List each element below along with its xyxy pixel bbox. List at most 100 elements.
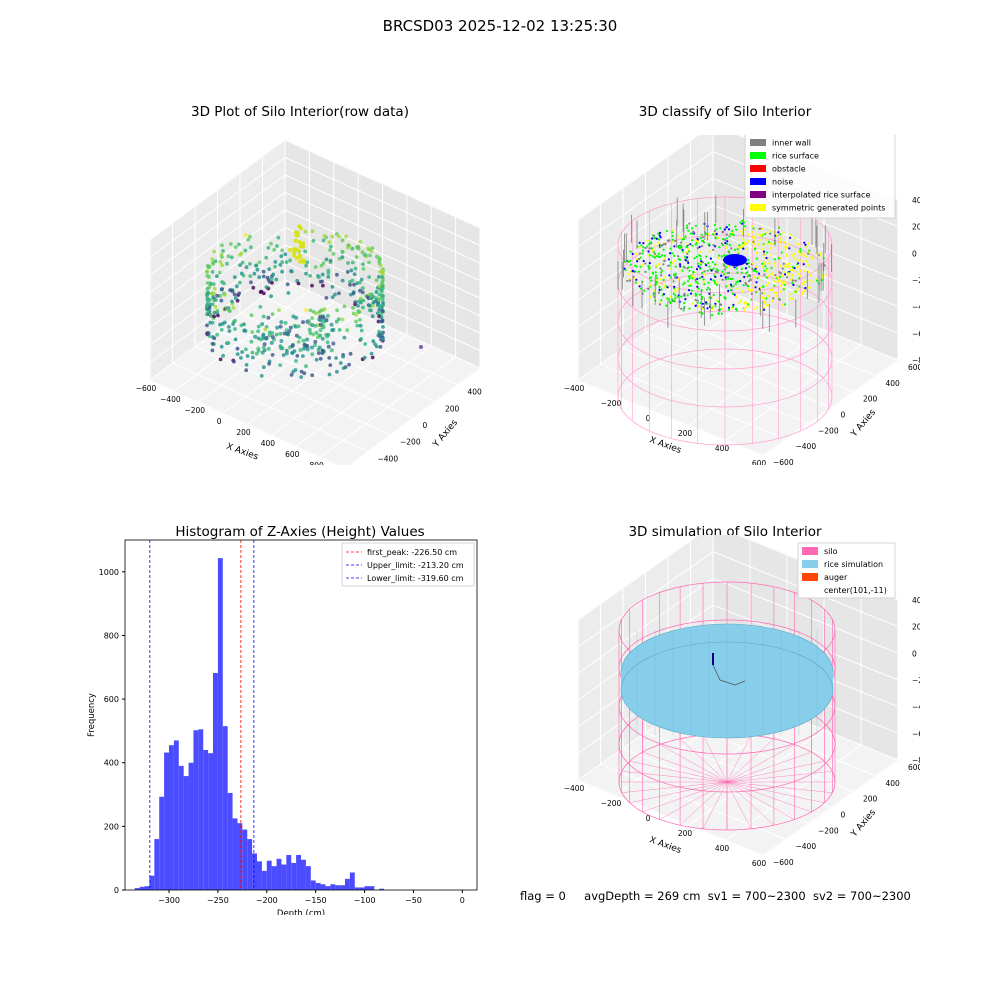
data-point xyxy=(221,249,225,253)
data-point xyxy=(327,372,332,377)
classified-point xyxy=(716,281,719,284)
classified-point xyxy=(734,225,737,228)
x-tick-label: −100 xyxy=(354,896,376,905)
data-point xyxy=(346,261,350,265)
classified-point xyxy=(747,258,750,261)
data-point xyxy=(360,250,365,255)
data-point xyxy=(233,327,237,331)
data-point xyxy=(214,298,218,302)
y-tick-label: −600 xyxy=(773,858,794,867)
panel2-title: 3D classify of Silo Interior xyxy=(638,104,812,120)
data-point xyxy=(353,266,358,271)
y-tick-label: 600 xyxy=(908,763,920,772)
classified-point xyxy=(732,305,735,308)
classified-point xyxy=(714,282,717,285)
classified-point xyxy=(723,228,726,231)
classified-point xyxy=(653,237,656,240)
x-tick-label: 400 xyxy=(715,444,730,453)
data-point xyxy=(263,327,268,332)
histogram-bar xyxy=(291,862,297,890)
data-point xyxy=(230,299,234,304)
classified-point xyxy=(708,288,711,291)
data-point xyxy=(347,362,351,367)
classified-point xyxy=(699,258,702,261)
silo-wireframe xyxy=(726,781,825,803)
data-point xyxy=(261,365,266,370)
classified-point xyxy=(707,261,710,264)
z-tick-label: −600 xyxy=(912,329,920,338)
data-point xyxy=(340,250,345,254)
classified-point xyxy=(801,291,804,294)
classified-point xyxy=(639,265,642,268)
data-point xyxy=(237,291,242,296)
x-axis-label: X Axies xyxy=(225,442,260,463)
x-tick-label: −400 xyxy=(564,784,585,793)
classified-point xyxy=(663,254,666,257)
classified-point xyxy=(742,284,745,287)
x-tick-label: −200 xyxy=(256,896,278,905)
data-point xyxy=(205,292,209,297)
data-point xyxy=(249,313,254,318)
classified-point xyxy=(658,282,661,285)
classified-point xyxy=(674,239,677,242)
data-point xyxy=(212,314,216,319)
legend-swatch xyxy=(750,139,766,146)
classified-point xyxy=(696,285,699,288)
x-tick-label: 600 xyxy=(752,859,767,868)
silo-wireframe xyxy=(726,781,752,829)
classified-point xyxy=(686,226,689,230)
classified-point xyxy=(736,250,739,253)
data-point xyxy=(304,263,308,268)
classified-point xyxy=(761,227,764,230)
classified-point xyxy=(766,268,769,271)
data-point xyxy=(356,299,361,304)
legend-swatch xyxy=(750,204,766,211)
classified-point xyxy=(750,298,753,301)
classified-point xyxy=(723,268,726,271)
classified-point xyxy=(654,274,658,277)
classified-point xyxy=(786,276,789,279)
histogram-bar xyxy=(203,750,209,890)
data-point xyxy=(372,300,376,304)
classified-point xyxy=(653,256,657,259)
data-point xyxy=(370,355,375,360)
classified-point xyxy=(791,254,794,257)
data-point xyxy=(292,250,297,255)
classified-point xyxy=(695,281,698,284)
classified-point xyxy=(694,294,697,297)
legend-label: rice surface xyxy=(772,152,819,161)
x-tick-label: 600 xyxy=(752,459,767,465)
data-point xyxy=(303,249,307,254)
classified-point xyxy=(735,281,738,284)
classified-point xyxy=(773,291,776,294)
data-point xyxy=(310,316,314,320)
silo-wireframe xyxy=(642,781,728,813)
panel1-title: 3D Plot of Silo Interior(row data) xyxy=(191,104,409,120)
data-point xyxy=(237,242,241,247)
classified-point xyxy=(727,277,730,280)
data-point xyxy=(311,309,316,314)
classified-point xyxy=(688,307,691,310)
classified-point xyxy=(793,252,796,256)
classified-point xyxy=(669,276,673,279)
classified-point xyxy=(745,302,748,305)
classified-point xyxy=(777,277,780,280)
y-tick-label: 200 xyxy=(863,395,878,404)
x-tick-label: −600 xyxy=(136,384,157,393)
classified-point xyxy=(699,250,702,253)
classified-point xyxy=(652,250,655,254)
classified-point xyxy=(764,232,767,236)
data-point xyxy=(327,356,332,360)
classified-point xyxy=(662,283,665,286)
data-point xyxy=(239,356,243,360)
classified-point xyxy=(676,295,679,298)
silo-wireframe xyxy=(726,751,812,783)
histogram-bar xyxy=(359,887,365,890)
data-point xyxy=(323,318,328,323)
classified-point xyxy=(646,239,649,242)
data-point xyxy=(317,310,322,315)
figure-title: BRCSD03 2025-12-02 13:25:30 xyxy=(382,17,618,35)
classified-point xyxy=(654,271,657,274)
classified-point xyxy=(720,312,724,315)
data-point xyxy=(359,328,364,333)
